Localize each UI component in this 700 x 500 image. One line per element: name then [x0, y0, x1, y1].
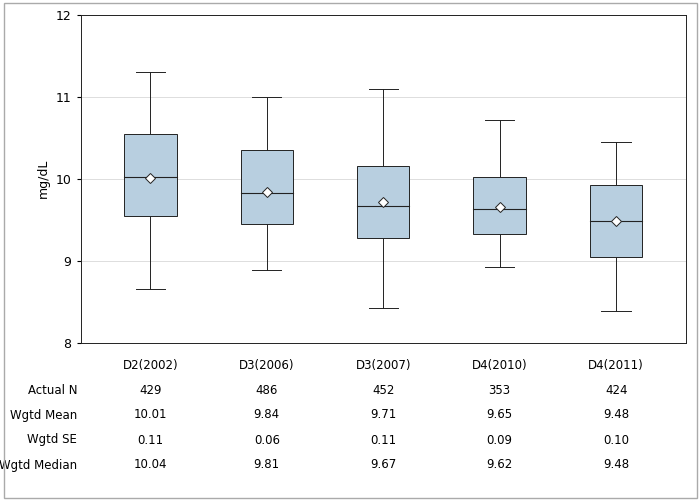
Text: 0.11: 0.11	[370, 434, 396, 446]
Text: 9.67: 9.67	[370, 458, 396, 471]
Text: D4(2010): D4(2010)	[472, 358, 528, 372]
Text: 0.11: 0.11	[137, 434, 163, 446]
Text: Wgtd Median: Wgtd Median	[0, 458, 77, 471]
Bar	[473, 177, 526, 234]
Text: 10.04: 10.04	[134, 458, 167, 471]
Bar	[590, 186, 643, 256]
Text: 9.65: 9.65	[486, 408, 513, 422]
Text: 0.06: 0.06	[254, 434, 280, 446]
Text: 9.71: 9.71	[370, 408, 396, 422]
Text: 9.48: 9.48	[603, 408, 629, 422]
Text: 9.48: 9.48	[603, 458, 629, 471]
Text: Wgtd SE: Wgtd SE	[27, 434, 77, 446]
Y-axis label: mg/dL: mg/dL	[37, 159, 50, 198]
Text: 429: 429	[139, 384, 162, 396]
Text: 424: 424	[605, 384, 627, 396]
Text: 9.84: 9.84	[253, 408, 280, 422]
Text: 9.62: 9.62	[486, 458, 513, 471]
Text: 0.09: 0.09	[486, 434, 512, 446]
Bar	[357, 166, 410, 238]
Bar	[241, 150, 293, 224]
Text: D4(2011): D4(2011)	[588, 358, 644, 372]
Text: 10.01: 10.01	[134, 408, 167, 422]
Text: 353: 353	[489, 384, 511, 396]
Text: Wgtd Mean: Wgtd Mean	[10, 408, 77, 422]
Text: 0.10: 0.10	[603, 434, 629, 446]
Text: D3(2007): D3(2007)	[356, 358, 411, 372]
Text: 9.81: 9.81	[253, 458, 280, 471]
Text: D3(2006): D3(2006)	[239, 358, 295, 372]
Text: 452: 452	[372, 384, 394, 396]
Text: D2(2002): D2(2002)	[122, 358, 178, 372]
Text: 486: 486	[256, 384, 278, 396]
Bar	[124, 134, 176, 216]
Text: Actual N: Actual N	[27, 384, 77, 396]
